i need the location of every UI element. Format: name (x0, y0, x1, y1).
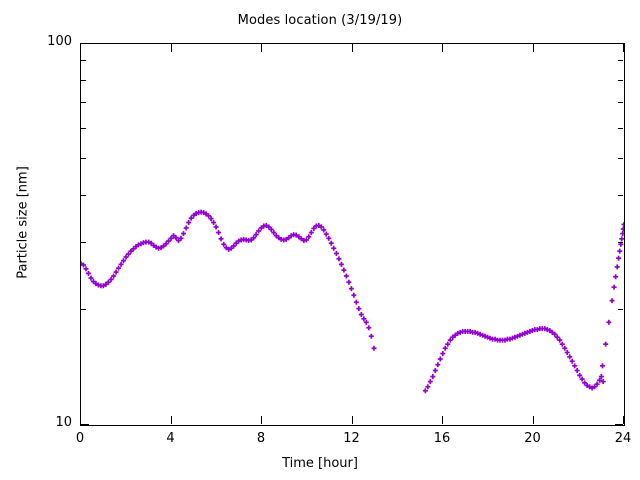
y-tick-minor (81, 102, 86, 104)
y-tick-minor-right (618, 194, 623, 196)
y-tick-minor-right (618, 79, 623, 81)
y-tick-label: 100 (47, 34, 72, 49)
x-tick (170, 416, 172, 424)
y-tick-minor (81, 157, 86, 159)
y-axis-label: Particle size [nm] (15, 166, 31, 279)
data-series-mode-diameter-morning (81, 209, 377, 351)
x-tick-label: 16 (433, 431, 451, 446)
y-tick-major (81, 43, 89, 44)
y-tick-minor (81, 194, 86, 196)
x-tick (442, 416, 443, 424)
x-tick-top (532, 44, 534, 52)
x-tick-top (170, 44, 172, 52)
y-tick-minor-right (618, 157, 623, 159)
x-tick-top (442, 44, 443, 52)
x-tick (532, 416, 534, 424)
x-tick-label: 0 (75, 431, 85, 446)
y-tick-minor-right (618, 242, 623, 244)
y-tick-major (81, 424, 89, 425)
x-tick-label: 8 (256, 431, 266, 446)
x-tick-top (80, 44, 81, 52)
x-tick (261, 416, 262, 424)
x-tick-label: 24 (614, 431, 632, 446)
y-tick-minor-right (618, 309, 623, 311)
plot-area (80, 43, 625, 426)
y-tick-minor (81, 309, 86, 311)
y-tick-label: 10 (55, 415, 72, 430)
y-tick-minor (81, 127, 86, 129)
data-series-mode-diameter-late-evening (600, 221, 624, 369)
x-tick (80, 416, 81, 424)
x-axis-label: Time [hour] (282, 456, 358, 471)
y-tick-minor-right (618, 60, 623, 62)
y-tick-minor-right (618, 102, 623, 104)
x-tick-label: 20 (524, 431, 541, 446)
x-tick-label: 4 (166, 431, 175, 446)
data-series-mode-diameter-afternoon (422, 326, 606, 394)
x-tick-label: 12 (343, 431, 360, 446)
x-tick-top (623, 44, 624, 52)
x-tick (623, 416, 624, 424)
x-tick-top (261, 44, 262, 52)
y-tick-major-right (615, 424, 623, 425)
y-tick-minor (81, 242, 86, 244)
y-tick-major-right (615, 43, 623, 44)
y-tick-minor (81, 79, 86, 81)
y-tick-minor (81, 60, 86, 62)
x-tick-top (351, 44, 353, 52)
scatter-plot-canvas (81, 209, 624, 394)
x-tick (351, 416, 353, 424)
page-title: Modes location (3/19/19) (237, 13, 403, 28)
y-tick-minor-right (618, 127, 623, 129)
